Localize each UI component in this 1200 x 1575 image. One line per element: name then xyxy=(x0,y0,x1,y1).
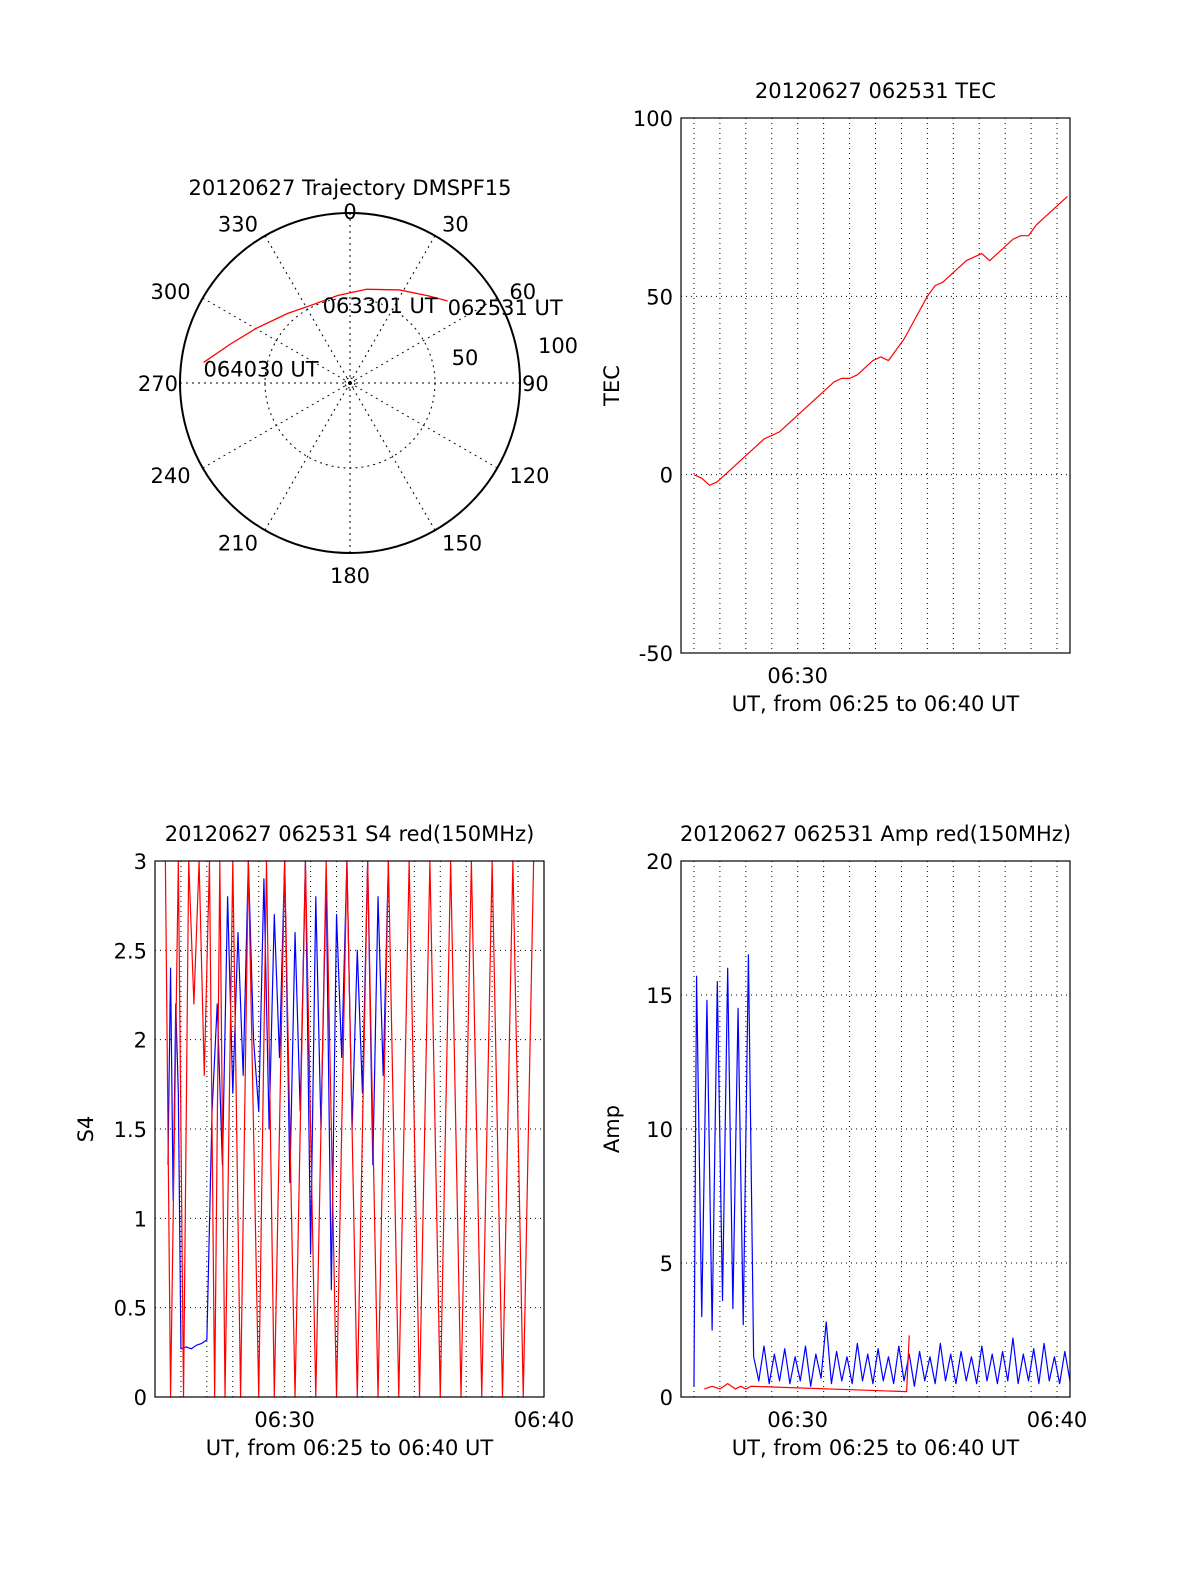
x-tick-label: 06:30 xyxy=(254,1408,315,1432)
polar-angle-tick-label: 30 xyxy=(442,213,469,237)
polar-spoke xyxy=(202,297,351,384)
y-tick-label: 5 xyxy=(660,1252,673,1276)
polar-angle-ticks: 0 30 60 90 120 150 180 210 240 270 300 330 50 100 xyxy=(138,200,578,588)
polar-radius-tick-label: 50 xyxy=(452,346,479,370)
x-tick-label: 06:40 xyxy=(1027,1408,1088,1432)
polar-trajectory-plot: 20120627 Trajectory DMSPF15 0 30 60 90 120 15… xyxy=(138,176,578,588)
y-tick-label: 15 xyxy=(646,984,673,1008)
polar-grid xyxy=(179,212,521,554)
x-tick-label: 06:30 xyxy=(767,664,828,688)
panel-title: 20120627 062531 S4 red(150MHz) xyxy=(165,822,535,846)
polar-radius-tick-label: 100 xyxy=(538,334,578,358)
plot-frame xyxy=(680,117,1071,654)
series-line xyxy=(704,1335,910,1393)
y-tick-label: 2.5 xyxy=(114,939,147,963)
y-tick-label: 2 xyxy=(134,1029,147,1053)
panel-title: 20120627 062531 TEC xyxy=(755,79,996,103)
polar-angle-tick-label: 270 xyxy=(138,372,178,396)
y-tick-label: 1 xyxy=(134,1207,147,1231)
y-tick-label: 100 xyxy=(633,107,673,131)
y-tick-label: 50 xyxy=(646,285,673,309)
y-axis-label: TEC xyxy=(600,365,624,407)
polar-angle-tick-label: 60 xyxy=(509,280,536,304)
polar-angle-tick-label: 90 xyxy=(522,372,549,396)
trajectory-time-label: 063301 UT xyxy=(323,294,438,318)
s4-panel: 0 0.5 1 1.5 2 2.5 3 06:30 06:40 20120627 062531 S… xyxy=(74,822,574,1460)
y-tick-label: 20 xyxy=(646,850,673,874)
x-axis-label: UT, from 06:25 to 06:40 UT xyxy=(206,1436,494,1460)
amp-panel: 0 5 10 15 20 06:30 06:40 20120627 062531 Amp re… xyxy=(600,822,1087,1460)
y-tick-label: -50 xyxy=(639,642,673,666)
polar-spoke xyxy=(264,382,351,531)
polar-angle-tick-label: 150 xyxy=(442,531,482,555)
x-tick-label: 06:40 xyxy=(514,1408,575,1432)
polar-spoke xyxy=(349,235,436,384)
polar-angle-tick-label: 180 xyxy=(330,564,370,588)
x-axis-label: UT, from 06:25 to 06:40 UT xyxy=(732,692,1020,716)
x-tick-label: 06:30 xyxy=(767,1408,828,1432)
y-tick-label: 10 xyxy=(646,1118,673,1142)
x-axis-label: UT, from 06:25 to 06:40 UT xyxy=(732,1436,1020,1460)
series-line xyxy=(693,196,1068,486)
y-tick-label: 0 xyxy=(660,464,673,488)
trajectory-time-label: 062531 UT xyxy=(448,296,563,320)
polar-angle-tick-label: 210 xyxy=(218,531,258,555)
polar-angle-tick-label: 120 xyxy=(509,464,549,488)
y-axis-label: Amp xyxy=(600,1105,624,1153)
tec-panel: -50 0 50 100 06:30 20120627 062531 TEC UT, fro… xyxy=(600,79,1071,716)
polar-spoke xyxy=(202,382,351,469)
polar-spoke xyxy=(349,382,498,469)
polar-spoke xyxy=(349,297,498,384)
polar-center-circle xyxy=(344,377,356,389)
panel-title: 20120627 062531 Amp red(150MHz) xyxy=(680,822,1071,846)
plot-frame xyxy=(680,860,1071,1398)
trajectory-annotations: 062531 UT 063301 UT 064030 UT xyxy=(204,294,563,381)
trajectory-path xyxy=(203,288,448,363)
polar-spoke xyxy=(349,382,436,531)
polar-angle-tick-label: 240 xyxy=(151,464,191,488)
y-tick-label: 1.5 xyxy=(114,1118,147,1142)
polar-spoke xyxy=(264,235,351,384)
y-tick-label: 3 xyxy=(134,850,147,874)
trajectory-time-label: 064030 UT xyxy=(204,357,319,381)
y-tick-label: 0 xyxy=(134,1386,147,1410)
polar-title: 20120627 Trajectory DMSPF15 xyxy=(188,176,511,200)
polar-angle-tick-label: 0 xyxy=(343,200,356,224)
y-axis-label: S4 xyxy=(74,1116,98,1143)
y-tick-label: 0 xyxy=(660,1386,673,1410)
plot-frame xyxy=(154,860,545,1398)
trajectory-line xyxy=(203,288,448,363)
y-tick-label: 0.5 xyxy=(114,1297,147,1321)
polar-angle-tick-label: 300 xyxy=(151,280,191,304)
polar-angle-tick-label: 330 xyxy=(218,213,258,237)
series-line xyxy=(693,954,1071,1387)
